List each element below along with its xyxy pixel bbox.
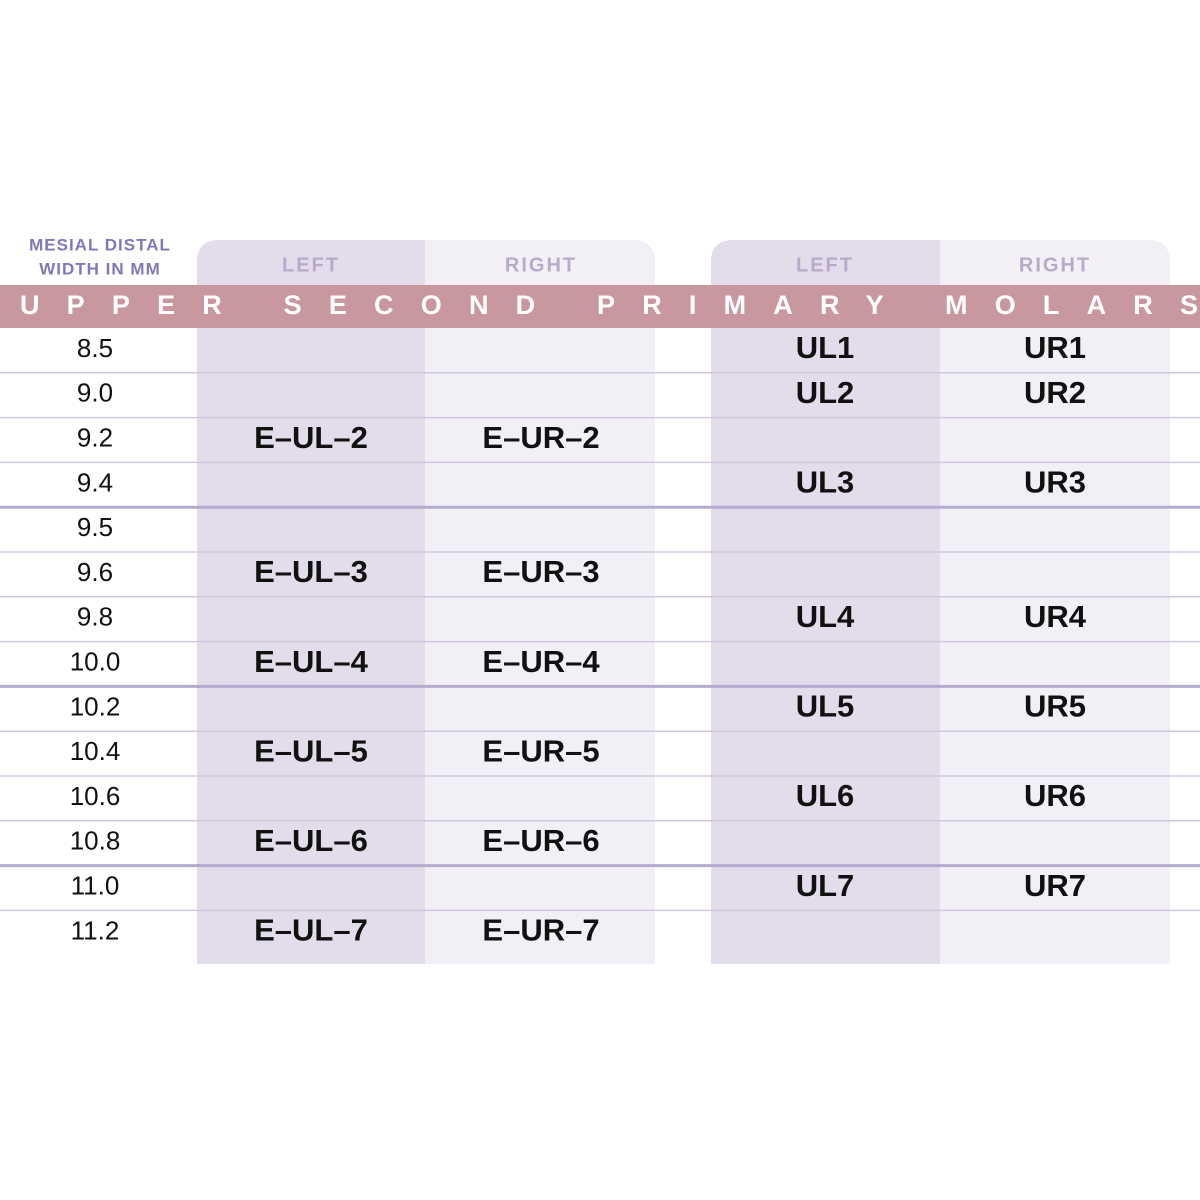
size-code: E–UR–4 [482, 644, 600, 679]
size-code: E–UR–3 [482, 554, 599, 589]
size-code: UR3 [1024, 465, 1086, 500]
width-value: 11.0 [71, 870, 120, 900]
width-value: 8.5 [77, 333, 113, 363]
size-code: E–UR–5 [482, 733, 599, 768]
size-code: UR6 [1024, 778, 1086, 813]
size-code: E–UL–4 [254, 644, 368, 679]
width-value: 10.4 [70, 736, 121, 766]
column-bg [711, 328, 940, 964]
tab-bg [425, 240, 655, 285]
column-bg [425, 328, 655, 964]
size-code: E–UR–2 [482, 420, 599, 455]
width-value: 10.8 [70, 826, 121, 856]
width-value: 9.0 [77, 378, 113, 408]
size-code: UL2 [796, 375, 855, 410]
size-code: E–UL–6 [254, 823, 368, 858]
size-code: E–UR–7 [482, 913, 599, 948]
width-value: 10.6 [70, 781, 121, 811]
size-code: E–UL–7 [254, 913, 368, 948]
size-code: UL1 [796, 330, 855, 365]
tab-bg [197, 240, 425, 285]
size-code: UL4 [796, 599, 855, 634]
size-code: UR4 [1024, 599, 1087, 634]
column-bg [940, 328, 1170, 964]
width-value: 9.4 [77, 467, 113, 497]
width-label: MESIAL DISTAL [29, 235, 171, 254]
size-code: UR7 [1024, 868, 1086, 903]
banner-title: UPPER SECOND PRIMARY MOLARS [20, 290, 1198, 320]
width-value: 10.2 [70, 691, 121, 721]
size-code: UR2 [1024, 375, 1086, 410]
column-header: RIGHT [1019, 254, 1091, 276]
width-value: 10.0 [70, 646, 121, 676]
column-header: LEFT [282, 254, 340, 276]
size-code: E–UL–5 [254, 733, 368, 768]
width-value: 9.5 [77, 512, 113, 542]
width-value: 9.6 [77, 557, 113, 587]
column-header: RIGHT [505, 254, 577, 276]
size-code: UL3 [796, 465, 855, 500]
width-value: 11.2 [71, 915, 120, 945]
size-code: UR5 [1024, 689, 1086, 724]
size-code: UL6 [796, 778, 855, 813]
tab-bg [711, 240, 940, 285]
size-code: UL5 [796, 689, 855, 724]
column-bg [197, 328, 425, 964]
width-value: 9.8 [77, 602, 113, 632]
width-value: 9.2 [77, 422, 113, 452]
size-code: E–UR–6 [482, 823, 599, 858]
size-code: UL7 [796, 868, 855, 903]
size-code: E–UL–3 [254, 554, 368, 589]
size-code: UR1 [1024, 330, 1086, 365]
tab-bg [940, 240, 1170, 285]
column-header: LEFT [796, 254, 854, 276]
size-code: E–UL–2 [254, 420, 368, 455]
banner-bg [0, 285, 1200, 328]
width-label: WIDTH IN MM [39, 259, 160, 278]
